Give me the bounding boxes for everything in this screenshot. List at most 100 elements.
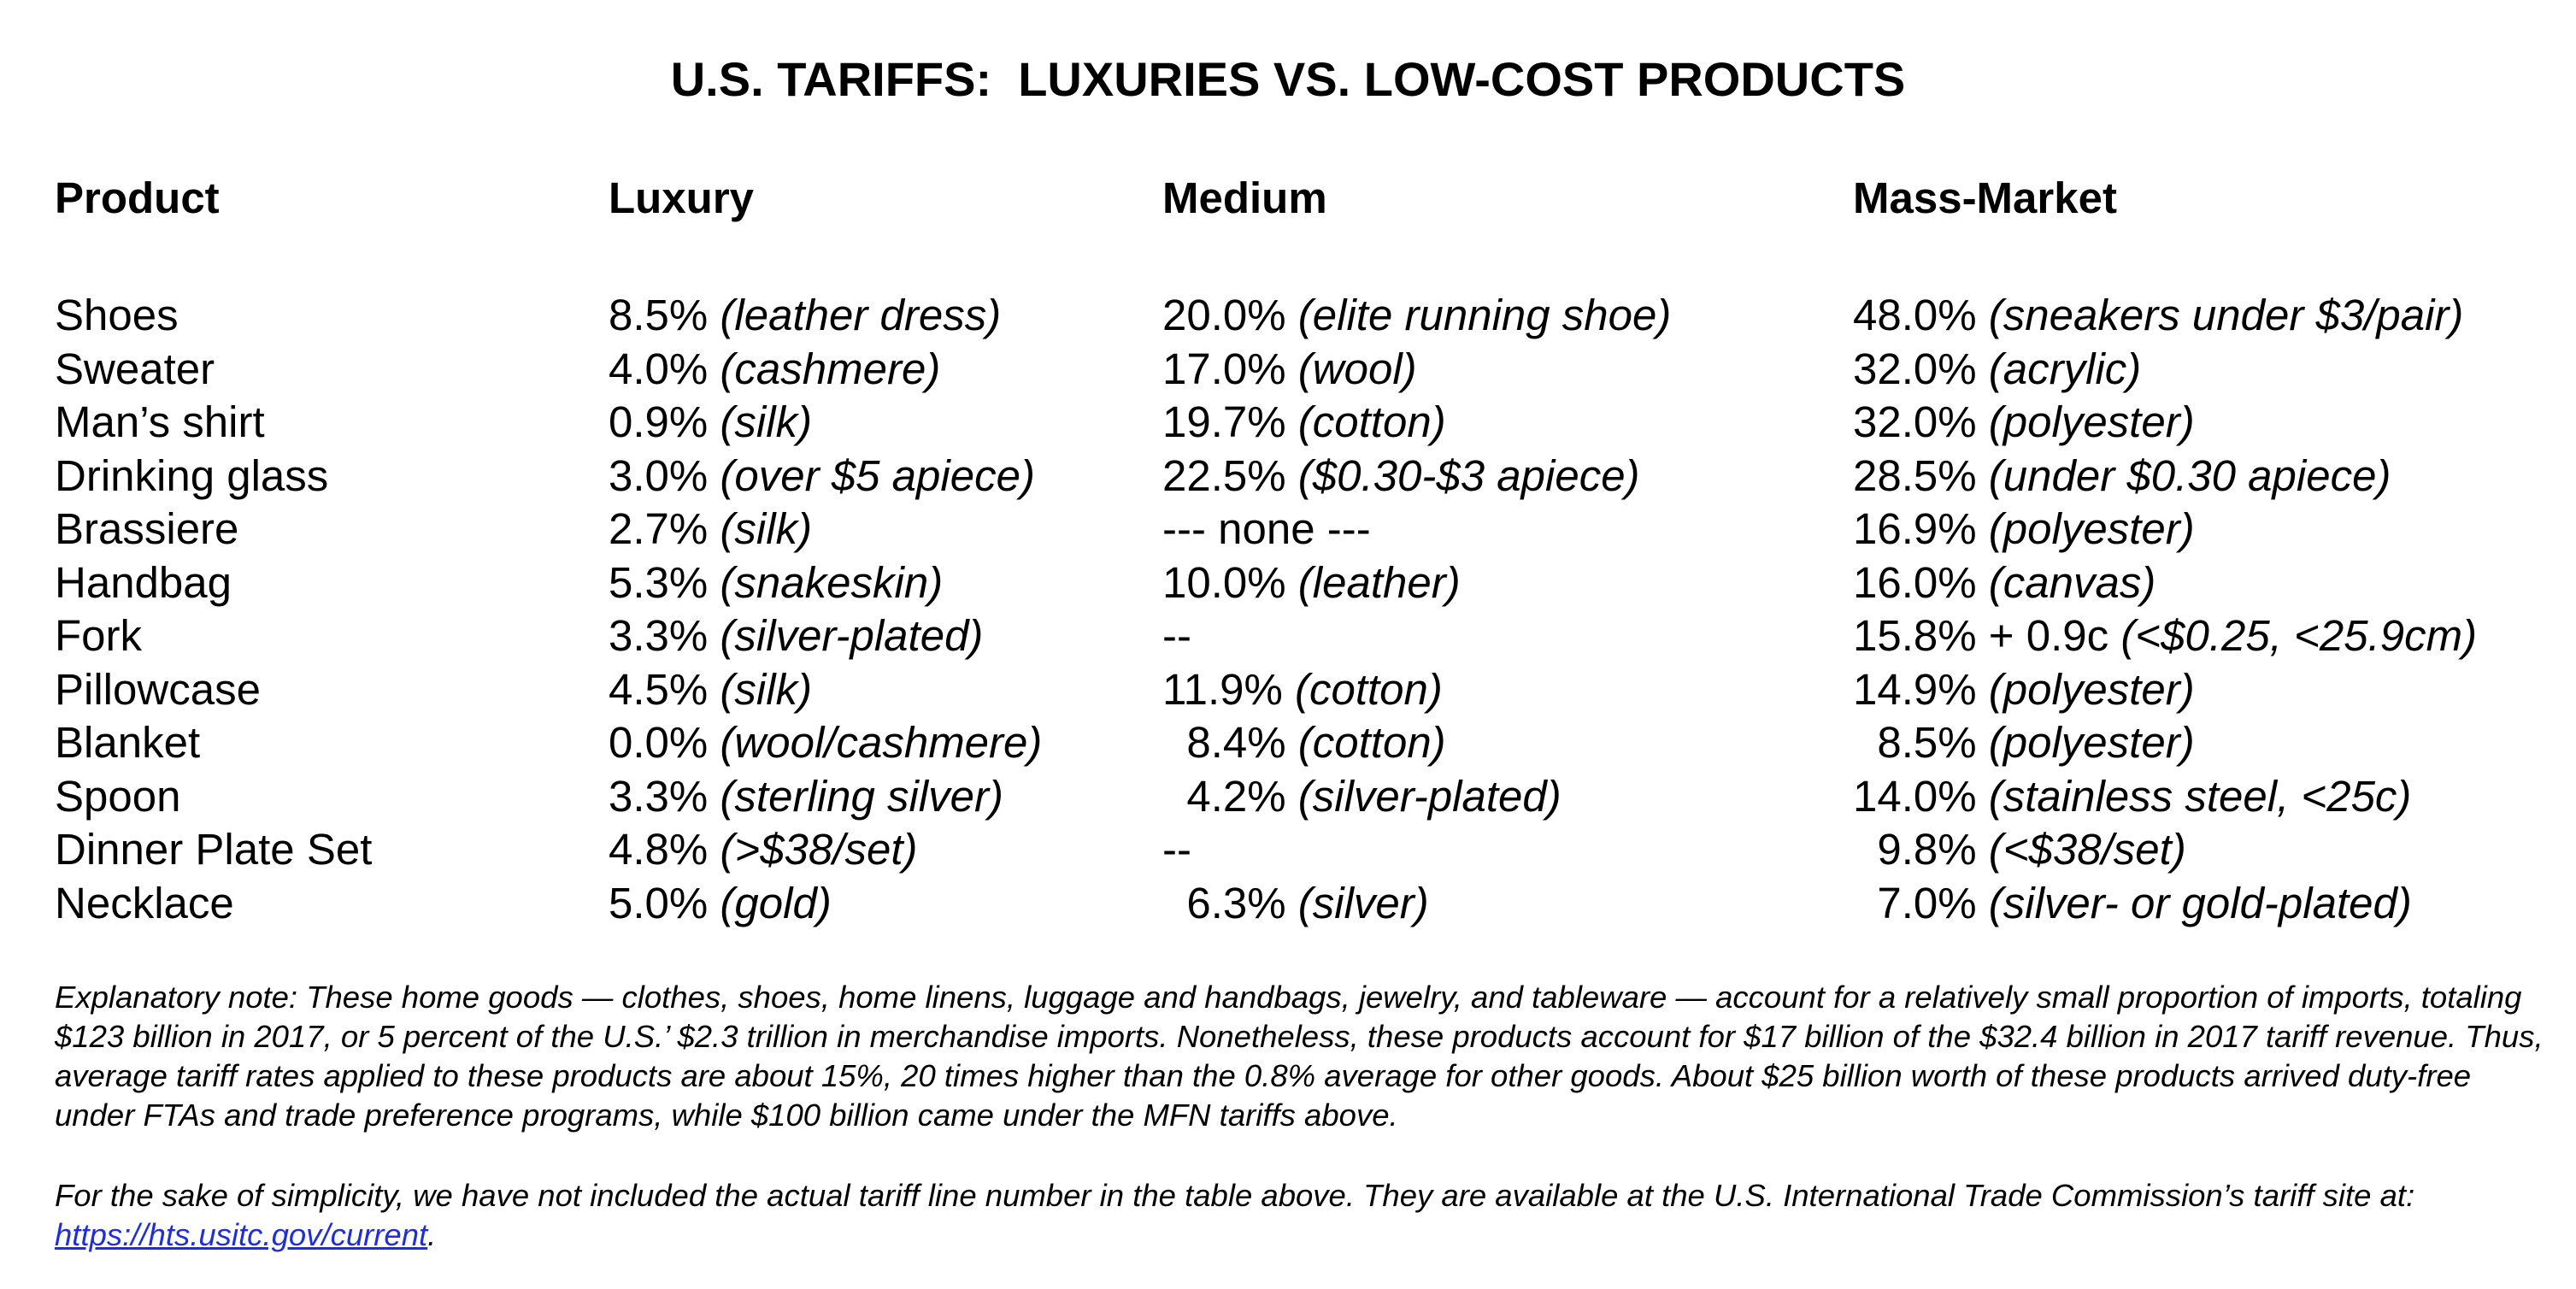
luxury-description: (wool/cashmere): [720, 718, 1043, 767]
medium-rate: 20.0%: [1162, 291, 1286, 339]
mass-rate: 48.0%: [1853, 291, 1977, 339]
luxury-cell: 3.0% (over $5 apiece): [609, 450, 1035, 503]
mass-cell: 16.0% (canvas): [1853, 556, 2155, 609]
medium-description: (cotton): [1297, 718, 1446, 767]
mass-cell: 14.0% (stainless steel, <25c): [1853, 770, 2411, 823]
medium-rate: 22.5%: [1162, 450, 1286, 500]
mass-description: (polyester): [1988, 397, 2195, 446]
mass-cell: 32.0% (polyester): [1853, 396, 2195, 449]
mass-cell: 15.8% + 0.9c (<$0.25, <25.9cm): [1853, 609, 2477, 662]
mass-cell: 32.0% (acrylic): [1853, 343, 2141, 396]
usitc-link[interactable]: https://hts.usitc.gov/current: [55, 1217, 428, 1252]
mass-rate: 28.5%: [1853, 450, 1977, 500]
luxury-cell: 3.3% (sterling silver): [609, 770, 1003, 823]
medium-cell: 19.7% (cotton): [1162, 396, 1446, 449]
mass-cell: 8.5% (polyester): [1853, 716, 2195, 769]
mass-rate: 32.0%: [1853, 397, 1977, 446]
medium-rate: 10.0%: [1162, 557, 1286, 607]
luxury-rate: 4.8%: [609, 825, 709, 874]
header-luxury: Luxury: [609, 174, 755, 222]
medium-description: (silver-plated): [1297, 771, 1561, 821]
luxury-cell: 3.3% (silver-plated): [609, 609, 983, 662]
product-cell: Dinner Plate Set: [55, 825, 373, 874]
medium-cell: --: [1162, 823, 1191, 876]
medium-description: (wool): [1297, 344, 1417, 393]
mass-rate: 9.8%: [1853, 825, 1977, 874]
medium-rate: 17.0%: [1162, 344, 1286, 393]
luxury-cell: 2.7% (silk): [609, 503, 812, 556]
luxury-description: (sterling silver): [720, 771, 1003, 821]
simplicity-note-suffix: .: [427, 1217, 437, 1252]
luxury-description: (gold): [720, 878, 832, 927]
medium-cell: 6.3% (silver): [1162, 877, 1428, 930]
luxury-rate: 3.3%: [609, 611, 709, 660]
product-cell: Fork: [55, 611, 142, 660]
mass-rate: 16.9%: [1853, 504, 1977, 553]
page-title: U.S. TARIFFS: LUXURIES VS. LOW-COST PROD…: [670, 52, 1906, 106]
product-cell: Blanket: [55, 718, 201, 767]
medium-description: (cotton): [1295, 664, 1443, 714]
mass-description: (<$38/set): [1988, 825, 2186, 874]
mass-rate: 7.0%: [1853, 878, 1977, 927]
medium-description: (cotton): [1297, 397, 1446, 446]
product-cell: Handbag: [55, 557, 232, 607]
medium-cell: 10.0% (leather): [1162, 556, 1461, 609]
medium-cell: 22.5% ($0.30-$3 apiece): [1162, 450, 1640, 503]
luxury-description: (silk): [720, 397, 813, 446]
mass-rate: 14.9%: [1853, 664, 1977, 714]
mass-description: (canvas): [1988, 557, 2156, 607]
mass-description: (under $0.30 apiece): [1988, 450, 2391, 500]
medium-rate: 19.7%: [1162, 397, 1286, 446]
luxury-rate: 5.3%: [609, 557, 709, 607]
product-cell: Shoes: [55, 291, 179, 339]
medium-rate: --: [1162, 825, 1191, 874]
medium-description: (elite running shoe): [1297, 291, 1672, 339]
mass-description: (stainless steel, <25c): [1988, 771, 2412, 821]
medium-cell: --: [1162, 609, 1191, 662]
luxury-description: (silk): [720, 664, 813, 714]
medium-cell: --- none ---: [1162, 503, 1371, 556]
product-cell: Brassiere: [55, 504, 239, 553]
luxury-description: (over $5 apiece): [720, 450, 1035, 500]
luxury-rate: 8.5%: [609, 291, 709, 339]
mass-cell: 9.8% (<$38/set): [1853, 823, 2186, 876]
medium-cell: 11.9% (cotton): [1162, 663, 1443, 716]
luxury-description: (cashmere): [720, 344, 941, 393]
mass-description: (sneakers under $3/pair): [1988, 291, 2464, 339]
mass-description: (silver- or gold-plated): [1988, 878, 2412, 927]
simplicity-note-text: For the sake of simplicity, we have not …: [55, 1176, 2550, 1255]
product-cell: Spoon: [55, 771, 181, 821]
mass-description: (polyester): [1988, 718, 2195, 767]
luxury-cell: 8.5% (leather dress): [609, 289, 1001, 342]
luxury-cell: 5.3% (snakeskin): [609, 556, 943, 609]
header-product: Product: [55, 174, 220, 222]
mass-description: (<$0.25, <25.9cm): [2120, 611, 2478, 660]
product-cell: Sweater: [55, 344, 215, 393]
luxury-cell: 5.0% (gold): [609, 877, 832, 930]
luxury-rate: 3.0%: [609, 450, 709, 500]
luxury-rate: 2.7%: [609, 504, 709, 553]
medium-rate: 8.4%: [1162, 718, 1286, 767]
luxury-rate: 0.0%: [609, 718, 709, 767]
mass-description: (polyester): [1988, 664, 2195, 714]
mass-rate: 14.0%: [1853, 771, 1977, 821]
mass-cell: 7.0% (silver- or gold-plated): [1853, 877, 2412, 930]
mass-description: (acrylic): [1988, 344, 2142, 393]
medium-description: (leather): [1297, 557, 1461, 607]
mass-description: (polyester): [1988, 504, 2195, 553]
mass-cell: 48.0% (sneakers under $3/pair): [1853, 289, 2463, 342]
luxury-rate: 4.5%: [609, 664, 709, 714]
mass-rate: 16.0%: [1853, 557, 1977, 607]
luxury-rate: 4.0%: [609, 344, 709, 393]
explanatory-note-text: Explanatory note: These home goods — clo…: [55, 980, 2544, 1133]
explanatory-note: Explanatory note: These home goods — clo…: [55, 978, 2550, 1135]
simplicity-note: For the sake of simplicity, we have not …: [55, 1176, 2550, 1255]
luxury-cell: 4.5% (silk): [609, 663, 812, 716]
luxury-rate: 0.9%: [609, 397, 709, 446]
medium-cell: 17.0% (wool): [1162, 343, 1417, 396]
luxury-rate: 3.3%: [609, 771, 709, 821]
luxury-description: (leather dress): [720, 291, 1002, 339]
medium-rate: 11.9%: [1162, 664, 1283, 714]
mass-cell: 28.5% (under $0.30 apiece): [1853, 450, 2391, 503]
header-medium: Medium: [1162, 174, 1327, 222]
